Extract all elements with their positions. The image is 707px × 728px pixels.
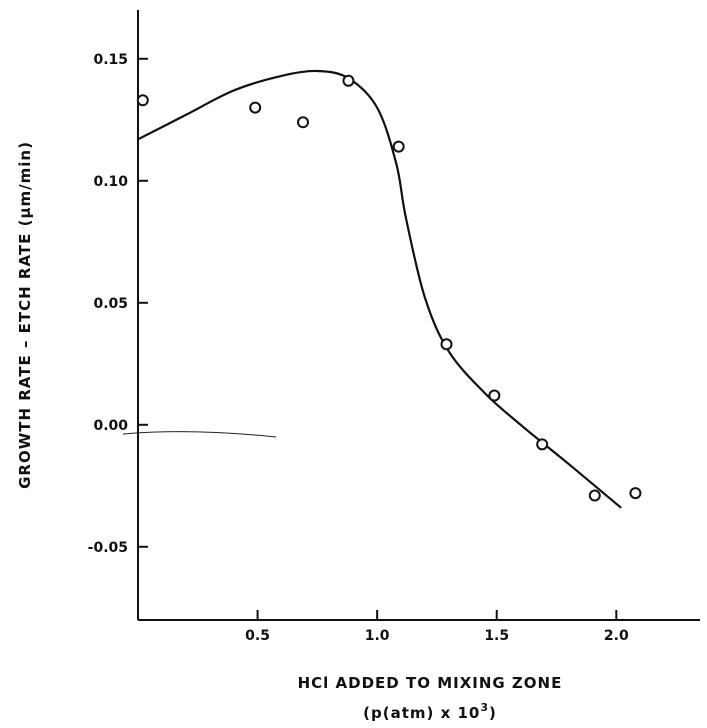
x-axis-subtitle-exponent: 3	[480, 701, 489, 714]
data-point	[536, 438, 549, 451]
data-point	[440, 338, 453, 351]
fit-curve	[137, 69, 622, 509]
x-axis-title: HCl ADDED TO MIXING ZONE	[298, 674, 563, 692]
y-tick-label: -0.05	[88, 540, 128, 556]
y-tick-label: 0.05	[93, 296, 128, 312]
data-point	[342, 74, 355, 87]
ticks	[138, 57, 618, 620]
y-axis-title: GROWTH RATE – ETCH RATE (μm/min)	[16, 141, 34, 489]
data-point	[297, 116, 310, 129]
data-point	[136, 94, 149, 107]
data-point	[488, 389, 501, 402]
data-point	[249, 101, 262, 114]
x-axis-subtitle: (p(atm) x 103)	[363, 701, 497, 722]
data-point	[629, 487, 642, 500]
y-tick-label: 0.00	[93, 418, 128, 434]
x-tick-label: 2.0	[604, 628, 629, 644]
x-tick-label: 1.5	[484, 628, 509, 644]
x-tick-label: 1.0	[365, 628, 390, 644]
x-tick-label: 0.5	[245, 628, 270, 644]
data-point	[588, 489, 601, 502]
x-axis-subtitle-close: )	[489, 704, 497, 722]
y-tick-label: 0.15	[93, 52, 128, 68]
data-points	[136, 74, 642, 502]
y-tick-label: 0.10	[93, 174, 128, 190]
data-point	[392, 140, 405, 153]
axes	[137, 10, 700, 621]
tick-labels: -0.05 0.00 0.05 0.10 0.15 0.5 1.0 1.5 2.0	[88, 52, 629, 644]
stray-pen-mark	[122, 431, 277, 438]
x-axis-subtitle-main: (p(atm) x 10	[363, 704, 480, 722]
